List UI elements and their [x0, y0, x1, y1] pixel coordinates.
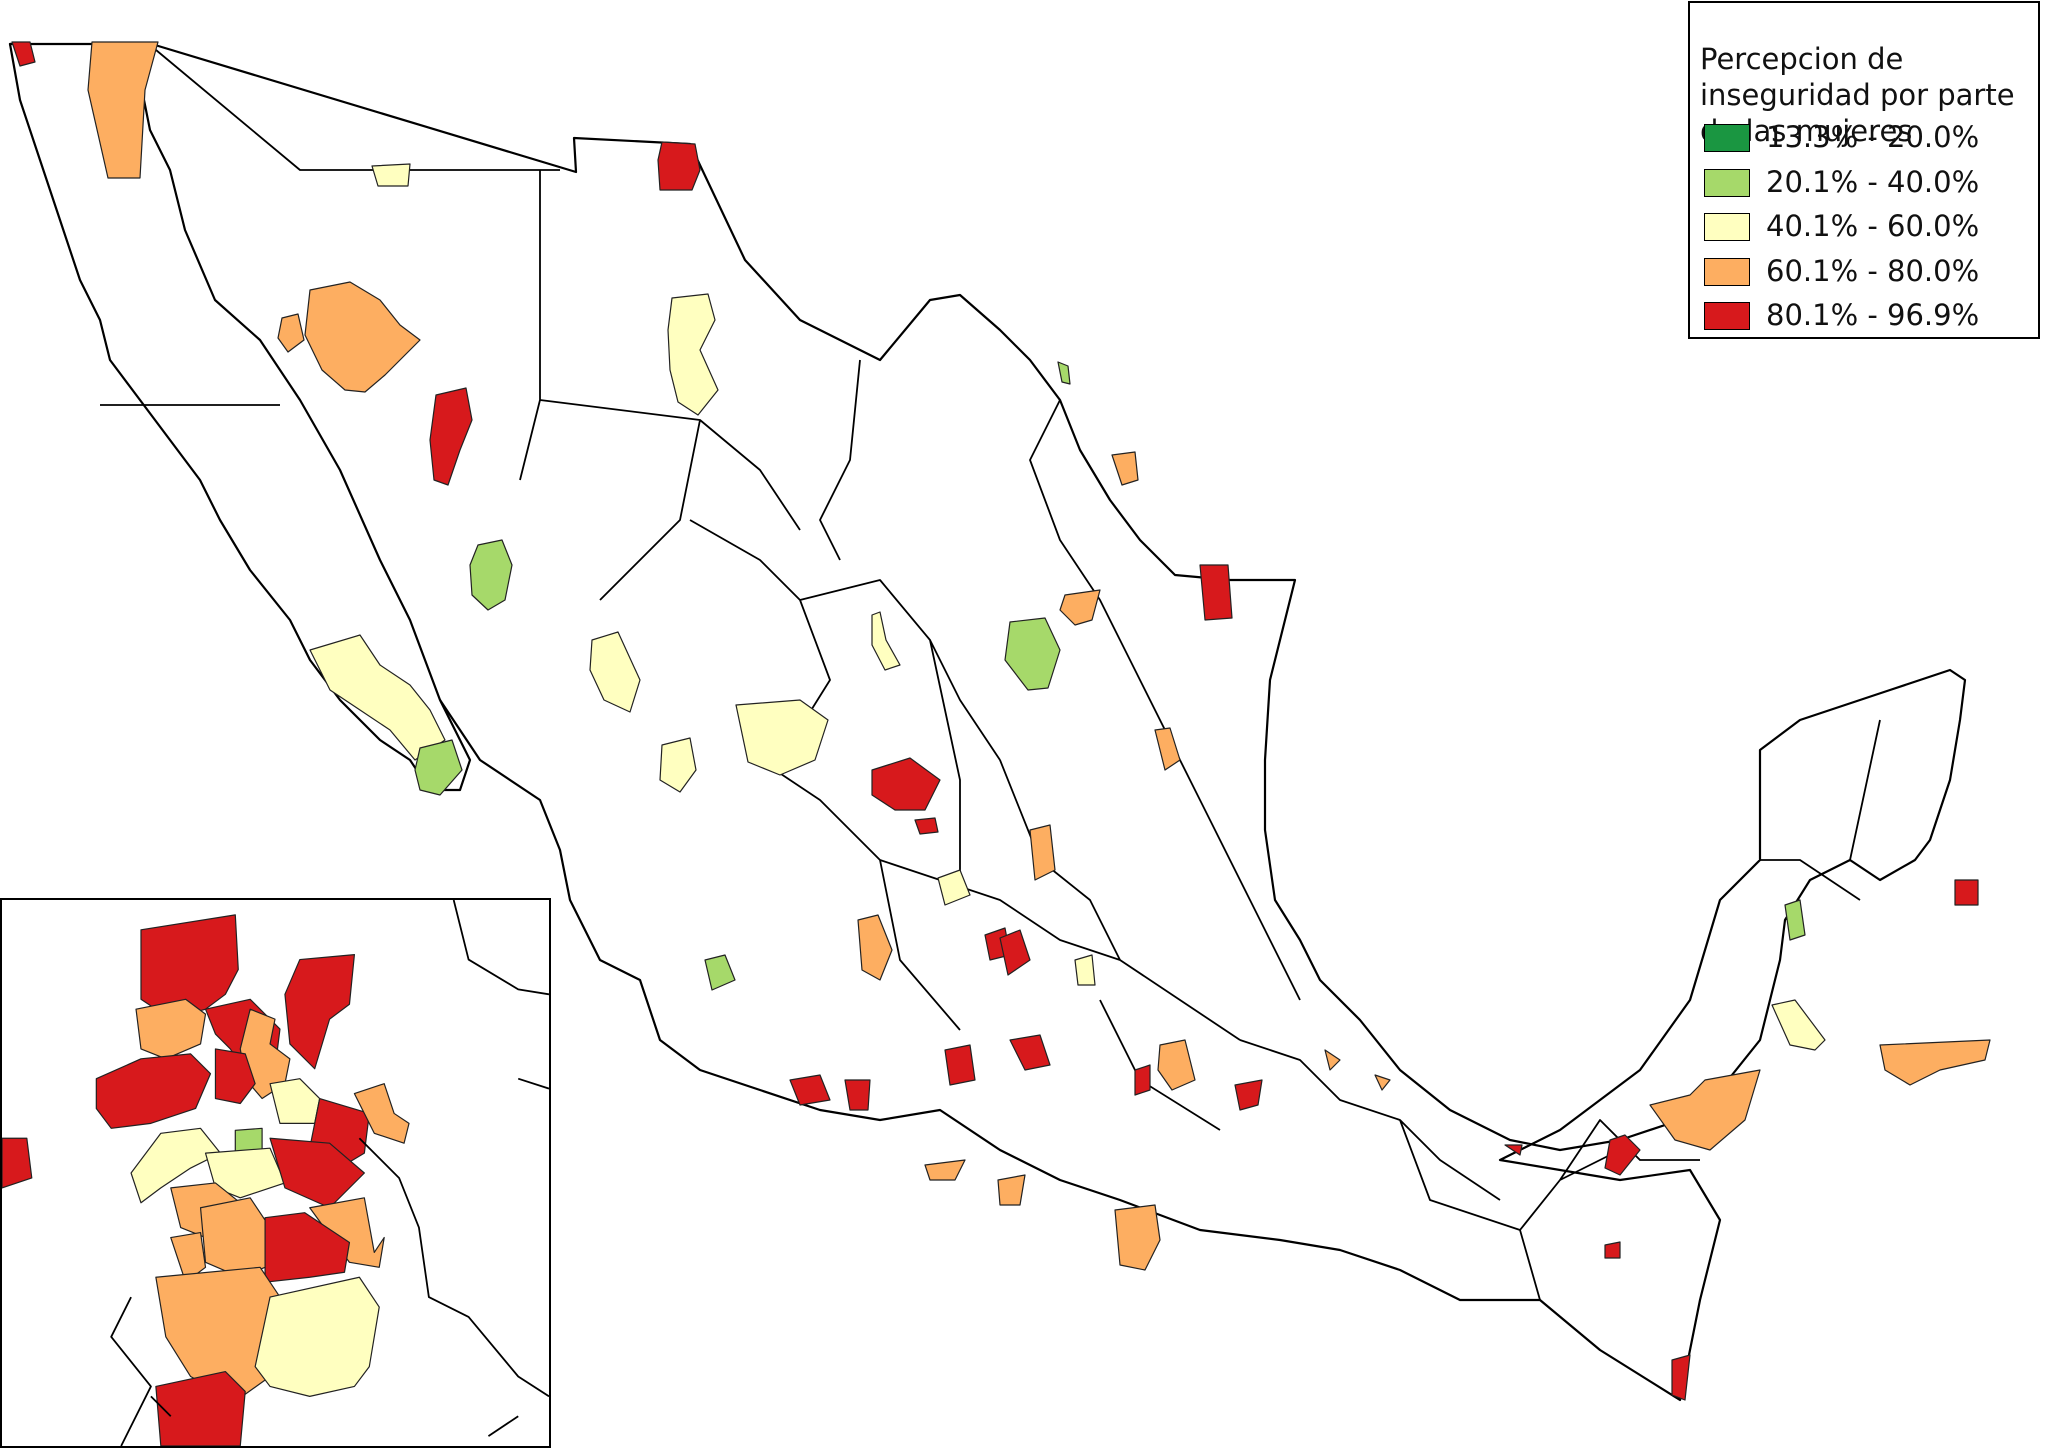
muni-acapulco-west [997, 1174, 1026, 1206]
muni-los-cabos [414, 739, 463, 796]
muni-culiacan [469, 539, 513, 611]
muni-chihuahua [667, 293, 719, 416]
legend-label: 40.1% - 60.0% [1766, 209, 1980, 243]
legend-swatch [1704, 302, 1750, 330]
inset-muni [353, 1083, 410, 1144]
muni-cajeme [429, 387, 473, 486]
muni-carmen [1879, 1039, 1991, 1086]
muni-torreon [871, 611, 901, 671]
muni-sc-casas [1604, 1241, 1621, 1259]
muni-leon [999, 929, 1031, 976]
muni-tijuana [11, 41, 36, 67]
muni-la-paz [309, 634, 446, 761]
inset-muni [140, 914, 239, 1020]
inset-muni [95, 1053, 212, 1129]
muni-tapachula [1671, 1354, 1691, 1401]
legend-swatch [1704, 213, 1750, 241]
muni-queretaro [1074, 954, 1096, 986]
inset-muni [269, 1137, 365, 1209]
legend-label: 60.1% - 80.0% [1766, 254, 1980, 288]
muni-durango [735, 699, 829, 776]
inset-map-mexico-city [0, 898, 551, 1448]
muni-nogales [371, 163, 411, 187]
inset-svg [2, 900, 549, 1446]
inset-muni [269, 1078, 321, 1124]
inset-muni [254, 1276, 380, 1397]
muni-cancun [1954, 879, 1979, 906]
muni-puebla [1234, 1079, 1263, 1111]
inset-muni [204, 1147, 286, 1199]
muni-mexicali [87, 41, 159, 179]
muni-campeche [1771, 999, 1826, 1051]
muni-juarez [657, 141, 701, 191]
inset-muni [214, 1048, 256, 1105]
muni-uruapan [944, 1044, 976, 1086]
muni-tampico-area [1154, 727, 1181, 771]
muni-aguascalientes [937, 869, 971, 906]
muni-saltillo [1004, 617, 1061, 691]
muni-cdmx [1157, 1039, 1196, 1091]
inset-muni [155, 1370, 246, 1446]
muni-pv [789, 1074, 831, 1106]
muni-tepic [704, 954, 736, 991]
muni-toluca [1134, 1064, 1151, 1096]
muni-acapulco [1114, 1204, 1161, 1271]
muni-zacatecas [871, 757, 941, 811]
inset-muni [155, 1266, 281, 1402]
legend-label: 13.3% - 20.0% [1766, 120, 1980, 154]
muni-veracruz [1324, 1049, 1341, 1071]
muni-matamoros [1199, 564, 1233, 621]
baja-california [8, 42, 472, 792]
legend-swatch [1704, 124, 1750, 152]
muni-zacatecas-2 [914, 817, 939, 835]
legend-label: 80.1% - 96.9% [1766, 298, 1980, 332]
muni-morelia [1009, 1034, 1051, 1071]
muni-nuevo-laredo [1057, 361, 1071, 385]
legend-swatch [1704, 169, 1750, 197]
muni-guaymas-small [277, 313, 305, 353]
muni-coatzacoalcos [1374, 1074, 1391, 1091]
muni-monterrey [1059, 589, 1101, 626]
inset-muni [309, 1197, 385, 1268]
muni-hermosillo [304, 281, 421, 393]
inset-state-borders [110, 900, 549, 1446]
inset-muni [130, 1127, 221, 1204]
municipalities [11, 41, 1991, 1401]
legend-swatch [1704, 258, 1750, 286]
muni-tuxtla [1604, 1134, 1641, 1176]
muni-merida [1784, 899, 1806, 941]
inset-muni [2, 1137, 33, 1189]
muni-slp [1029, 824, 1056, 881]
legend-label: 20.1% - 40.0% [1766, 165, 1980, 199]
inset-muni [170, 1231, 207, 1283]
inset-muni [199, 1197, 271, 1278]
muni-minatitlan [1504, 1144, 1523, 1156]
inset-muni [135, 998, 207, 1060]
muni-reynosa [1111, 451, 1139, 486]
muni-tepic-area [659, 737, 697, 793]
muni-lazaro [924, 1159, 966, 1181]
map-legend: Percepcion de inseguridad por parte de l… [1688, 1, 2040, 339]
muni-mazatlan [589, 631, 641, 713]
muni-villahermosa [1649, 1069, 1761, 1151]
inset-muni [284, 954, 356, 1070]
muni-guadalajara-1 [857, 914, 893, 981]
muni-colima [844, 1079, 871, 1111]
